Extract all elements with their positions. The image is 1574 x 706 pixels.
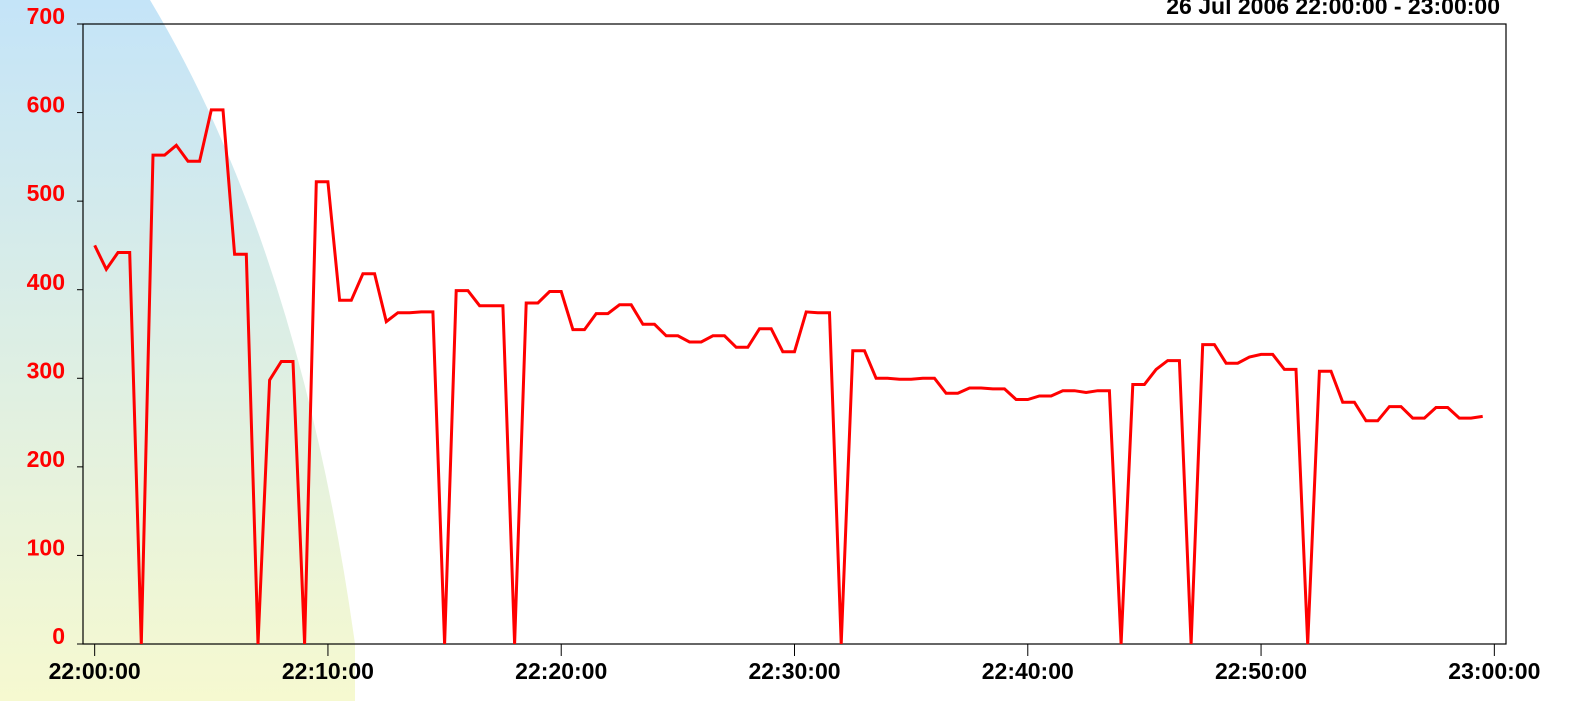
x-tick-label: 23:00:00	[1448, 658, 1540, 684]
y-tick-label: 600	[27, 92, 65, 118]
x-tick-label: 22:10:00	[282, 658, 374, 684]
y-tick-label: 200	[27, 446, 65, 472]
y-tick-label: 100	[27, 535, 65, 561]
y-tick-label: 0	[52, 623, 65, 649]
x-tick-label: 22:30:00	[748, 658, 840, 684]
x-tick-label: 22:40:00	[982, 658, 1074, 684]
background-decoration	[0, 0, 355, 701]
x-tick-label: 22:00:00	[49, 658, 141, 684]
data-line	[93, 108, 1483, 645]
y-tick-label: 700	[27, 3, 65, 29]
y-tick-label: 400	[27, 269, 65, 295]
y-tick-label: 500	[27, 180, 65, 206]
chart-title: 26 Jul 2006 22:00:00 - 23:00:00	[1166, 0, 1500, 19]
x-tick-label: 22:20:00	[515, 658, 607, 684]
x-tick-label: 22:50:00	[1215, 658, 1307, 684]
y-tick-label: 300	[27, 357, 65, 383]
